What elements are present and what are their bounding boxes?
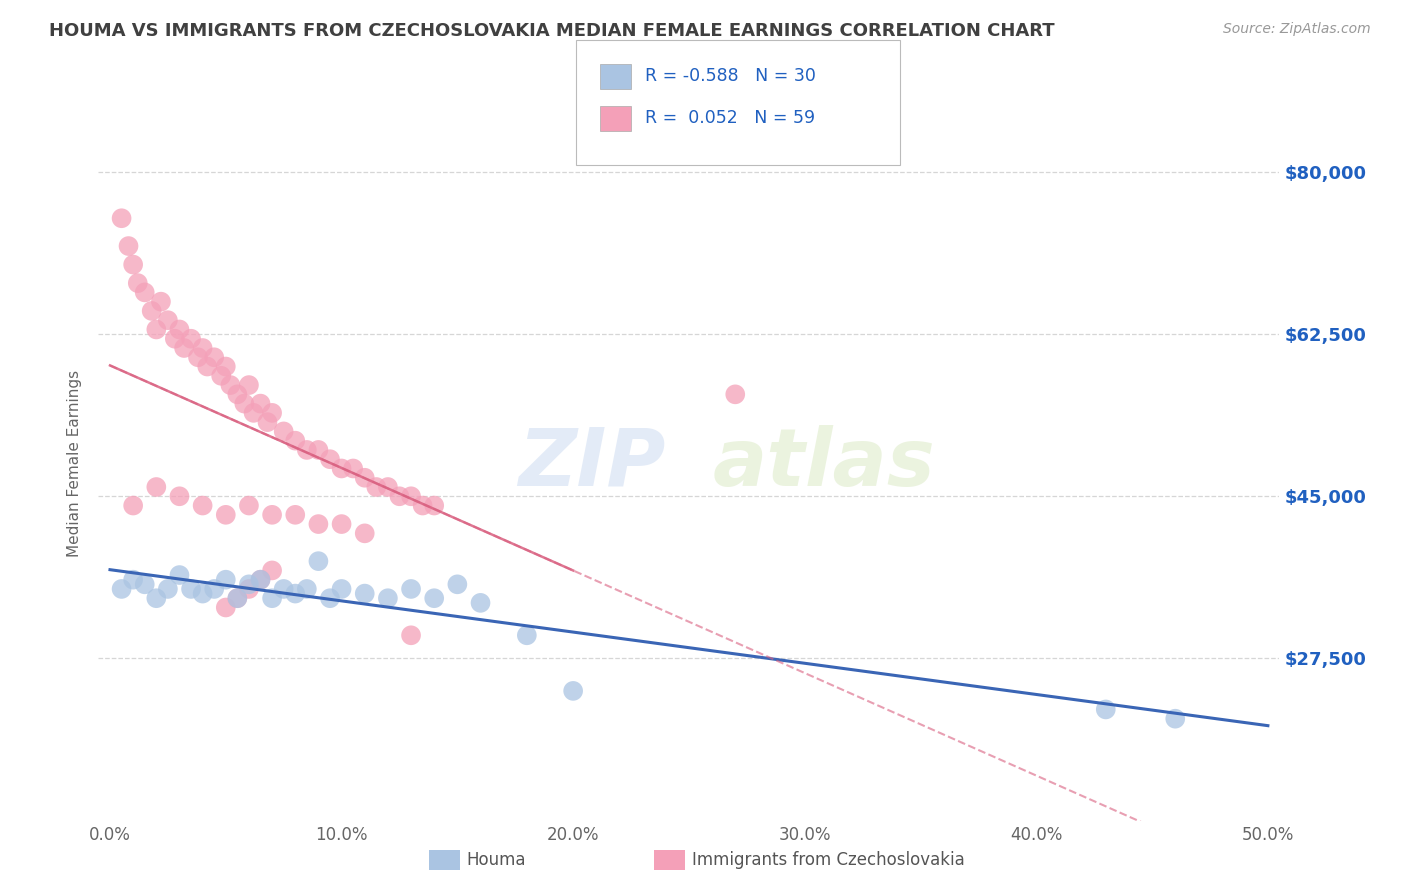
Point	[226, 591, 249, 606]
Text: R =  0.052   N = 59: R = 0.052 N = 59	[645, 109, 815, 127]
Point	[295, 442, 318, 457]
Point	[215, 508, 238, 522]
Point	[127, 276, 149, 290]
Point	[423, 591, 446, 606]
Text: ZIP: ZIP	[517, 425, 665, 503]
Point	[273, 582, 295, 596]
Text: atlas: atlas	[713, 425, 935, 503]
Point	[249, 573, 271, 587]
Point	[399, 628, 422, 642]
Text: Immigrants from Czechoslovakia: Immigrants from Czechoslovakia	[692, 851, 965, 869]
Point	[122, 258, 145, 272]
Point	[423, 499, 446, 513]
Point	[145, 322, 167, 336]
Text: Houma: Houma	[467, 851, 526, 869]
Point	[256, 415, 278, 429]
Point	[169, 568, 191, 582]
Point	[215, 359, 238, 374]
Point	[262, 406, 284, 420]
Point	[215, 600, 238, 615]
Point	[377, 480, 399, 494]
Point	[342, 461, 364, 475]
Point	[262, 591, 284, 606]
Point	[191, 499, 214, 513]
Point	[219, 378, 242, 392]
Text: HOUMA VS IMMIGRANTS FROM CZECHOSLOVAKIA MEDIAN FEMALE EARNINGS CORRELATION CHART: HOUMA VS IMMIGRANTS FROM CZECHOSLOVAKIA …	[49, 22, 1054, 40]
Point	[353, 586, 375, 600]
Point	[1094, 702, 1116, 716]
Point	[388, 489, 411, 503]
Point	[249, 573, 271, 587]
Point	[233, 396, 256, 410]
Point	[470, 596, 492, 610]
Point	[110, 211, 132, 226]
Point	[295, 582, 318, 596]
Y-axis label: Median Female Earnings: Median Female Earnings	[67, 370, 83, 558]
Point	[156, 313, 179, 327]
Point	[399, 489, 422, 503]
Point	[330, 582, 353, 596]
Point	[195, 359, 218, 374]
Point	[377, 591, 399, 606]
Point	[141, 304, 163, 318]
Point	[238, 499, 260, 513]
Point	[307, 442, 329, 457]
Point	[226, 387, 249, 401]
Point	[724, 387, 747, 401]
Point	[249, 396, 271, 410]
Point	[262, 563, 284, 577]
Point	[516, 628, 538, 642]
Point	[169, 322, 191, 336]
Point	[412, 499, 434, 513]
Point	[209, 368, 232, 383]
Point	[242, 406, 264, 420]
Text: R = -0.588   N = 30: R = -0.588 N = 30	[645, 67, 817, 85]
Point	[117, 239, 139, 253]
Point	[284, 586, 307, 600]
Point	[446, 577, 468, 591]
Point	[122, 573, 145, 587]
Point	[1164, 712, 1187, 726]
Point	[330, 461, 353, 475]
Point	[366, 480, 388, 494]
Point	[215, 573, 238, 587]
Point	[562, 684, 585, 698]
Point	[156, 582, 179, 596]
Point	[307, 517, 329, 532]
Point	[187, 351, 209, 365]
Point	[145, 480, 167, 494]
Point	[353, 471, 375, 485]
Text: Source: ZipAtlas.com: Source: ZipAtlas.com	[1223, 22, 1371, 37]
Point	[173, 341, 195, 355]
Point	[191, 341, 214, 355]
Point	[273, 425, 295, 439]
Point	[163, 332, 186, 346]
Point	[110, 582, 132, 596]
Point	[238, 378, 260, 392]
Point	[226, 591, 249, 606]
Point	[307, 554, 329, 568]
Point	[262, 508, 284, 522]
Point	[238, 582, 260, 596]
Point	[180, 332, 202, 346]
Point	[284, 508, 307, 522]
Point	[191, 586, 214, 600]
Point	[319, 591, 342, 606]
Point	[330, 517, 353, 532]
Point	[145, 591, 167, 606]
Point	[319, 452, 342, 467]
Point	[202, 582, 225, 596]
Point	[134, 285, 156, 300]
Point	[353, 526, 375, 541]
Point	[238, 577, 260, 591]
Point	[149, 294, 172, 309]
Point	[180, 582, 202, 596]
Point	[284, 434, 307, 448]
Point	[122, 499, 145, 513]
Point	[134, 577, 156, 591]
Point	[169, 489, 191, 503]
Point	[399, 582, 422, 596]
Point	[202, 351, 225, 365]
